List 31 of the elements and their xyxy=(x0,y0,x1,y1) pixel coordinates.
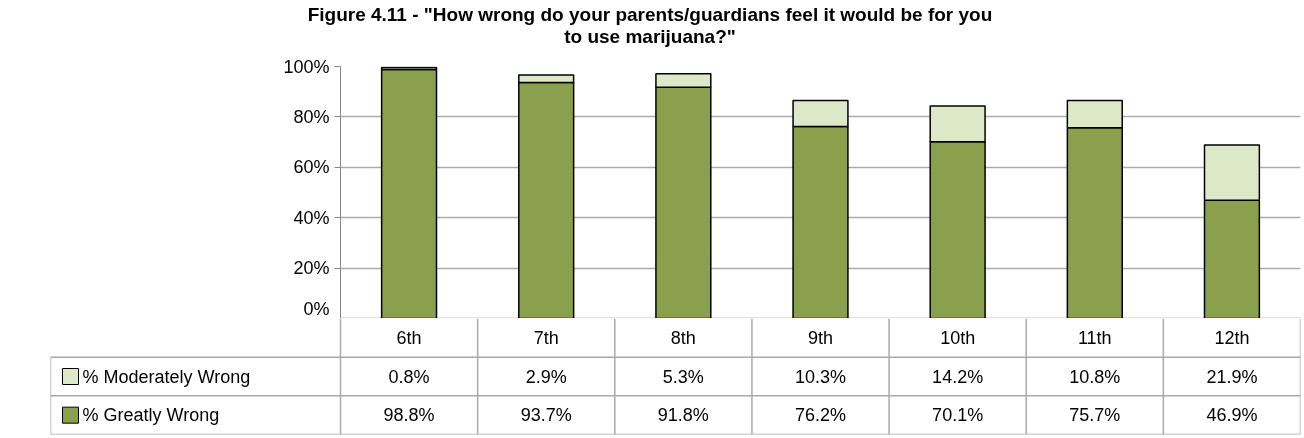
x-tick-label: 8th xyxy=(670,327,696,348)
data-label: 91.8% xyxy=(657,405,709,426)
data-label: 14.2% xyxy=(932,366,984,387)
x-tick-label: 7th xyxy=(533,327,559,348)
data-label: 93.7% xyxy=(520,405,572,426)
legend-label: % Moderately Wrong xyxy=(82,366,251,387)
bar xyxy=(380,68,438,318)
x-tick-label: 6th xyxy=(396,327,422,348)
y-tick-label: 100% xyxy=(283,56,330,77)
legend-label: % Greatly Wrong xyxy=(82,405,220,426)
data-label: 46.9% xyxy=(1206,405,1258,426)
y-tick-label: 40% xyxy=(293,207,330,228)
data-label: 98.8% xyxy=(383,405,435,426)
y-tick-label: 60% xyxy=(293,157,330,178)
chart-title: Figure 4.11 - "How wrong do your parents/guardians feel it would be for you to use marijuana?" xyxy=(306,4,994,48)
data-label: 10.8% xyxy=(1069,366,1121,387)
data-label: 5.3% xyxy=(662,366,704,387)
x-tick-label: 11th xyxy=(1077,327,1112,348)
x-tick-label: 9th xyxy=(807,327,834,348)
x-tick-label: 10th xyxy=(940,327,976,348)
data-label: 10.3% xyxy=(794,366,847,387)
y-tick-label: 80% xyxy=(293,106,330,127)
y-tick-label: 0% xyxy=(303,298,330,319)
y-tick-label: 20% xyxy=(293,258,330,279)
data-label: 76.2% xyxy=(794,405,847,426)
x-tick-label: 12th xyxy=(1214,327,1250,348)
data-label: 21.9% xyxy=(1206,366,1258,387)
data-label: 2.9% xyxy=(525,366,567,387)
data-label: 75.7% xyxy=(1069,405,1121,426)
data-label: 70.1% xyxy=(932,405,984,426)
data-label: 0.8% xyxy=(388,366,430,387)
